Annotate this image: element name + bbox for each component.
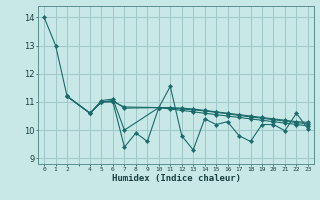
X-axis label: Humidex (Indice chaleur): Humidex (Indice chaleur) [111,174,241,183]
